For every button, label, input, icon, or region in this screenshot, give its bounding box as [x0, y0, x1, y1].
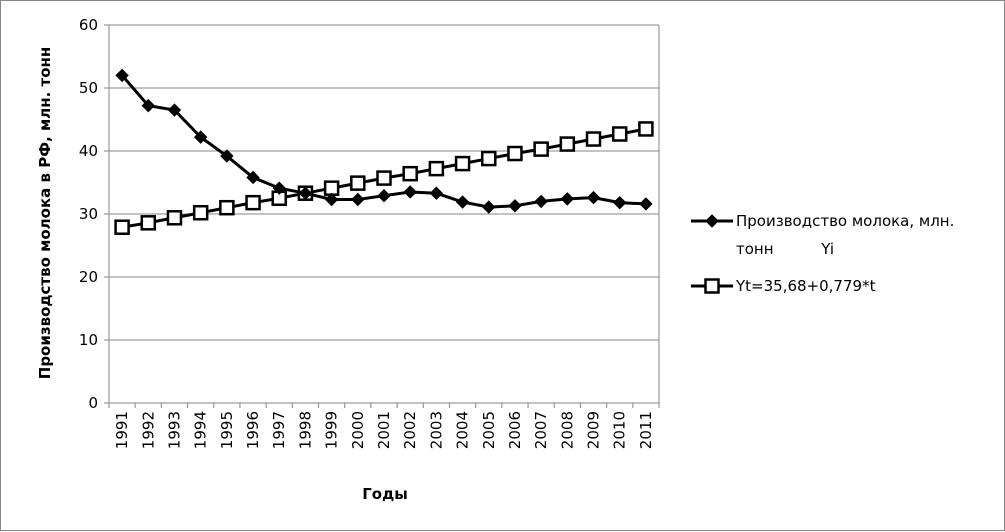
- x-tick-label: 1993: [165, 411, 183, 449]
- data-point: [351, 192, 365, 207]
- data-point: [613, 195, 627, 210]
- data-point: [245, 194, 261, 211]
- data-point: [402, 165, 418, 182]
- data-point: [219, 199, 235, 216]
- axes: 0 10 20 30 40 50 60 1991 1992 1993 1994 1995 1996 199…: [79, 16, 660, 449]
- series-layer: [114, 68, 654, 235]
- data-point: [586, 190, 601, 205]
- legend-entry-0: Производство молока, млн. тонн Yi: [691, 212, 954, 258]
- data-point: [639, 197, 653, 211]
- data-point: [166, 210, 183, 226]
- x-tick-label: 2007: [532, 411, 550, 449]
- data-point: [376, 170, 392, 186]
- data-point: [141, 98, 155, 113]
- x-tick-label: 1992: [139, 411, 157, 449]
- x-tick-label: 1994: [192, 411, 210, 449]
- x-tick-label: 2001: [375, 411, 393, 449]
- x-tick-label: 1996: [244, 411, 262, 449]
- x-tick-label: 2003: [427, 411, 445, 449]
- legend-label: Yt=35,68+0,779*t: [735, 277, 876, 295]
- legend-entry-1: Yt=35,68+0,779*t: [691, 277, 876, 295]
- data-point: [272, 181, 286, 195]
- x-tick-label: 2008: [558, 411, 576, 449]
- data-point: [559, 136, 576, 152]
- x-tick-label: 2006: [506, 411, 524, 449]
- data-point: [585, 131, 602, 147]
- legend: Производство молока, млн. тонн Yi Yt=35,68…: [691, 212, 954, 295]
- data-point: [246, 170, 260, 185]
- legend-marker: [704, 278, 720, 294]
- x-tick-label: 2004: [454, 411, 472, 449]
- data-point: [482, 200, 496, 214]
- data-point: [377, 189, 391, 203]
- data-point: [533, 141, 549, 157]
- data-point: [193, 130, 208, 144]
- y-axis-title: Производство молока в РФ, млн. тонн: [36, 47, 54, 379]
- data-point: [455, 195, 470, 209]
- data-point: [534, 194, 548, 209]
- x-tick-label: 2009: [585, 411, 603, 449]
- x-tick-label: 1998: [296, 411, 314, 449]
- x-tick-label: 1999: [323, 411, 341, 449]
- y-tick-label: 50: [79, 79, 98, 97]
- x-tick-label: 2002: [401, 411, 419, 449]
- data-point: [638, 121, 654, 137]
- data-point: [220, 149, 234, 163]
- x-axis-title: Годы: [362, 485, 408, 503]
- legend-marker: [705, 214, 719, 228]
- legend-label: тонн Yi: [736, 240, 834, 258]
- data-point: [481, 150, 497, 167]
- data-point: [428, 160, 445, 177]
- x-tick-label: 2000: [349, 411, 367, 449]
- data-point: [167, 103, 182, 117]
- data-point: [350, 175, 366, 191]
- data-point: [298, 186, 313, 200]
- data-point: [560, 192, 575, 206]
- data-point: [323, 180, 340, 196]
- data-point: [507, 145, 523, 162]
- y-tick-label: 10: [79, 331, 98, 349]
- data-point: [115, 68, 129, 83]
- x-tick-label: 1997: [270, 411, 288, 449]
- data-point: [454, 155, 471, 172]
- legend-label: Производство молока, млн.: [736, 212, 954, 230]
- data-point: [324, 192, 339, 207]
- x-tick-label: 1991: [113, 411, 131, 449]
- x-tick-label: 2010: [611, 411, 629, 449]
- x-tick-label: 2011: [637, 411, 655, 449]
- y-tick-label: 30: [79, 205, 98, 223]
- y-tick-label: 40: [79, 142, 98, 160]
- y-tick-label: 20: [79, 268, 98, 286]
- data-point: [611, 126, 628, 142]
- data-point: [429, 186, 444, 200]
- series-0: [115, 68, 653, 214]
- data-point: [114, 219, 130, 235]
- data-point: [403, 185, 417, 199]
- data-point: [508, 199, 522, 213]
- data-point: [192, 204, 209, 221]
- x-tick-label: 1995: [218, 411, 236, 449]
- y-tick-label: 60: [79, 16, 98, 34]
- data-point: [140, 215, 157, 231]
- x-tick-label: 2005: [480, 411, 498, 449]
- y-tick-label: 0: [88, 394, 98, 412]
